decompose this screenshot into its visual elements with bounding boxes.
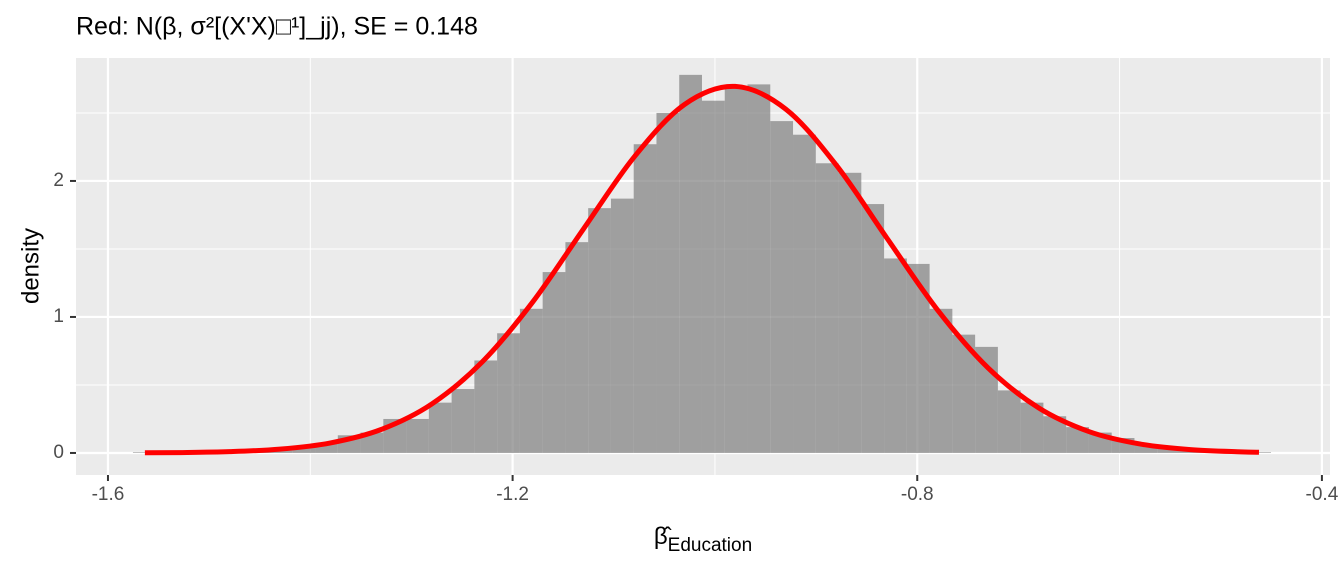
- bar: [542, 272, 566, 453]
- bar: [1066, 427, 1089, 453]
- bar: [997, 390, 1021, 453]
- bar: [610, 198, 634, 453]
- bar: [406, 418, 429, 453]
- bar: [929, 308, 953, 453]
- bar: [724, 88, 748, 453]
- bar: [315, 443, 338, 453]
- bar: [588, 208, 611, 453]
- bar: [474, 360, 498, 453]
- y-tick-label: 1: [53, 306, 64, 327]
- bar: [269, 450, 293, 453]
- bar: [519, 308, 543, 453]
- bar: [861, 204, 885, 453]
- bar: [770, 121, 794, 453]
- bar: [1157, 447, 1180, 453]
- bar: [701, 100, 725, 453]
- bar: [906, 263, 930, 453]
- y-tick-label: 0: [53, 442, 64, 463]
- bar: [1134, 444, 1158, 453]
- bar: [1043, 416, 1067, 453]
- x-tick-label: -1.6: [92, 484, 125, 505]
- bar: [747, 84, 771, 453]
- bar: [679, 74, 702, 453]
- x-tick-label: -1.2: [496, 484, 529, 505]
- axes: -1.6 -1.2 -0.8 -0.4 0 1 2: [53, 170, 1338, 505]
- bar: [633, 144, 657, 453]
- bar: [428, 402, 452, 453]
- x-axis-subscript: Education: [668, 535, 753, 556]
- y-axis-title: density: [17, 228, 44, 304]
- x-axis-title: β̂Education: [654, 523, 752, 556]
- bar: [360, 432, 384, 453]
- bar: [292, 447, 316, 453]
- bar: [1248, 452, 1272, 453]
- bar: [451, 389, 475, 453]
- y-tick-label: 2: [53, 170, 64, 191]
- bar: [793, 134, 816, 453]
- bar: [132, 452, 156, 453]
- density-curve: [144, 83, 1260, 456]
- x-tick-label: -0.8: [901, 484, 934, 505]
- bar: [884, 258, 907, 453]
- bar: [838, 172, 862, 453]
- bar: [656, 112, 680, 453]
- x-tick-label: -0.4: [1306, 484, 1339, 505]
- bar: [952, 334, 976, 453]
- chart-title: Red: N(β, σ²[(X'X)□¹]_jj), SE = 0.148: [76, 13, 478, 41]
- bar: [565, 242, 589, 453]
- x-axis-symbol: β̂: [654, 523, 672, 550]
- bar: [497, 333, 520, 453]
- marks: [132, 74, 1272, 456]
- bar: [815, 163, 839, 453]
- bar: [975, 346, 998, 453]
- bar: [1020, 402, 1044, 453]
